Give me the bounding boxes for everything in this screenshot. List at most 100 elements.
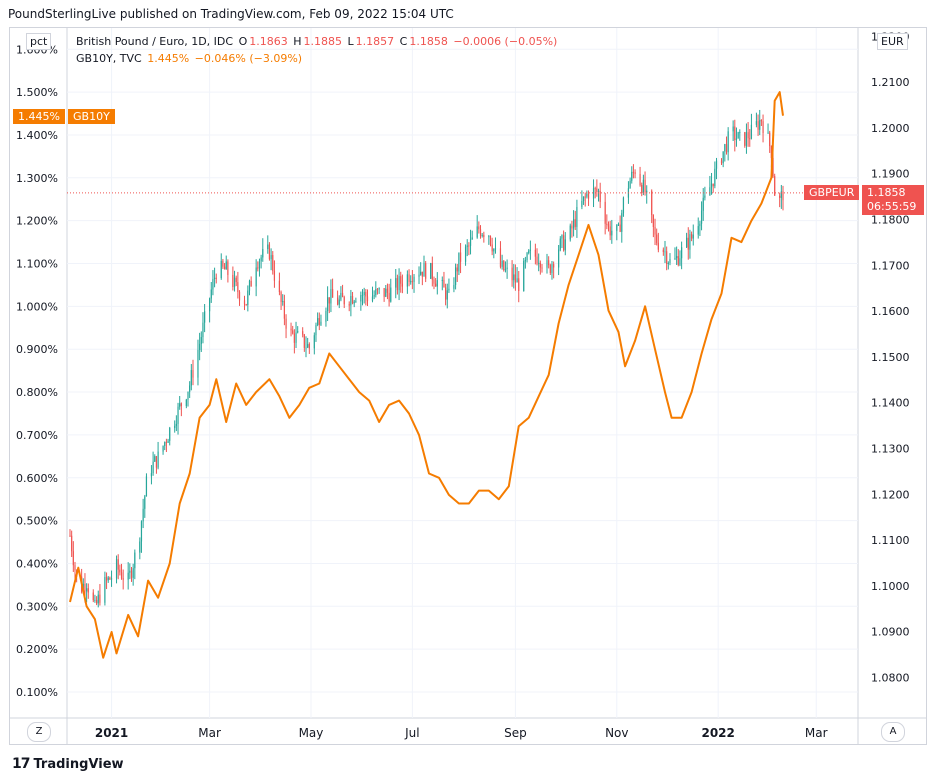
gbpeur-candle-body <box>674 258 676 260</box>
gbpeur-candle-body <box>644 179 646 193</box>
gbpeur-candle-body <box>516 278 518 283</box>
gbpeur-candle-body <box>772 158 774 177</box>
x-tick-label: 2022 <box>701 726 734 740</box>
gbpeur-candle-body <box>273 270 276 281</box>
gbpeur-candle-body <box>395 278 397 288</box>
gbpeur-price-tag: 1.1858 06:55:59 <box>862 185 924 215</box>
right-tick-label: 1.0900 <box>871 626 910 639</box>
gbpeur-candle-body <box>165 442 167 444</box>
gbpeur-candle-body <box>410 281 412 283</box>
gbpeur-candle-body <box>669 259 671 264</box>
gbpeur-candle-body <box>734 126 736 141</box>
gbpeur-candle-body <box>400 276 402 284</box>
gbpeur-candle-body <box>652 214 654 228</box>
gbpeur-candle-body <box>268 244 271 260</box>
gbpeur-candle-body <box>86 588 88 592</box>
gbpeur-price: 1.1858 <box>867 186 906 199</box>
gbpeur-candle-body <box>441 279 443 281</box>
gb10y-name-tag: GB10Y <box>68 109 115 124</box>
gbpeur-candle-body <box>431 263 433 280</box>
left-tick-label: 1.200% <box>16 215 58 228</box>
gbpeur-candle-body <box>360 295 362 302</box>
gbpeur-candle-body <box>737 132 739 139</box>
gbpeur-candle-body <box>587 193 590 199</box>
gbpeur-candle-body <box>411 281 413 283</box>
left-tick-label: 1.400% <box>16 129 58 142</box>
footer-brand[interactable]: 17 TradingView <box>12 756 124 772</box>
gbpeur-candle-body <box>154 456 156 462</box>
gbpeur-candle-body <box>479 229 482 236</box>
gbpeur-candle-body <box>92 592 94 601</box>
left-scale-button[interactable]: Z <box>27 722 51 742</box>
gbpeur-candle-body <box>130 570 133 578</box>
gbpeur-candle-body <box>227 261 229 275</box>
gbpeur-candle-body <box>690 234 693 239</box>
gbpeur-candle-body <box>245 304 247 306</box>
gbpeur-candle-body <box>375 289 377 296</box>
gbpeur-candle-body <box>365 291 367 297</box>
gbpeur-candle-body <box>209 298 211 312</box>
gbpeur-candle-body <box>396 278 399 291</box>
gbpeur-candle-body <box>529 249 531 251</box>
gbpeur-name-tag: GBPEUR <box>804 185 860 200</box>
gbpeur-candle-body <box>435 283 437 287</box>
gbpeur-candle-body <box>489 236 492 245</box>
gbpeur-candle-body <box>107 577 109 581</box>
change-value: −0.0006 (−0.05%) <box>453 35 558 48</box>
gbpeur-candle-body <box>667 263 669 265</box>
gbpeur-candle-body <box>290 328 292 331</box>
gbpeur-candle-body <box>664 251 666 253</box>
gbpeur-candle-body <box>453 284 455 289</box>
gbpeur-candle-body <box>622 197 625 214</box>
gbpeur-candle-body <box>749 138 751 140</box>
gbpeur-candle-body <box>609 226 611 236</box>
overlay-series-legend: GB10Y, TVC 1.445% −0.046% (−3.09%) <box>76 52 304 65</box>
gbpeur-candle-body <box>769 132 771 147</box>
gb10y-yield-line <box>69 91 784 659</box>
gbpeur-candle-body <box>174 425 176 428</box>
gbpeur-candle-body <box>747 132 749 139</box>
right-tick-label: 1.1700 <box>871 259 910 272</box>
gbpeur-candle-body <box>493 249 495 252</box>
gbpeur-candle-body <box>162 445 164 452</box>
gbpeur-candle-body <box>592 188 595 199</box>
gbpeur-candle-body <box>140 521 143 542</box>
gbpeur-candle-body <box>341 292 344 298</box>
right-scale-button[interactable]: A <box>881 722 905 742</box>
gbpeur-candle-body <box>401 283 404 287</box>
gbpeur-candle-body <box>692 234 694 239</box>
gbpeur-candle-body <box>119 569 121 573</box>
gbpeur-candle-body <box>74 565 76 571</box>
gbpeur-candle-body <box>303 334 305 348</box>
x-tick-label: Mar <box>805 726 828 740</box>
gbpeur-candle-body <box>185 399 187 407</box>
gbpeur-candle-body <box>488 236 490 238</box>
gbpeur-candle-body <box>187 391 189 400</box>
gbpeur-candle-body <box>132 568 134 578</box>
gbpeur-candle-body <box>94 599 96 601</box>
right-unit-label: EUR <box>877 33 908 50</box>
gbpeur-candle-body <box>318 318 320 325</box>
gbpeur-candle-body <box>348 304 350 306</box>
gbpeur-candle-body <box>117 559 119 570</box>
gbpeur-candle-body <box>724 144 726 152</box>
gbpeur-candle-body <box>105 577 108 581</box>
gbpeur-candle-body <box>179 403 181 407</box>
gbpeur-candle-body <box>371 296 374 302</box>
gbpeur-candle-body <box>283 301 285 319</box>
gbpeur-candle-body <box>714 168 716 187</box>
gbpeur-candle-body <box>212 279 214 290</box>
gbpeur-candle-body <box>528 250 530 254</box>
gbpeur-candle-body <box>328 297 330 304</box>
gbpeur-candle-body <box>576 207 578 227</box>
gbpeur-candle-body <box>285 318 287 329</box>
gbpeur-candle-body <box>84 583 86 592</box>
gbpeur-candle-body <box>715 160 718 169</box>
right-tick-label: 1.1100 <box>871 534 910 547</box>
gbpeur-candle-body <box>204 311 206 323</box>
gbpeur-candle-body <box>223 266 226 270</box>
gbpeur-candle-body <box>499 248 502 267</box>
gbpeur-candle-body <box>120 572 123 579</box>
